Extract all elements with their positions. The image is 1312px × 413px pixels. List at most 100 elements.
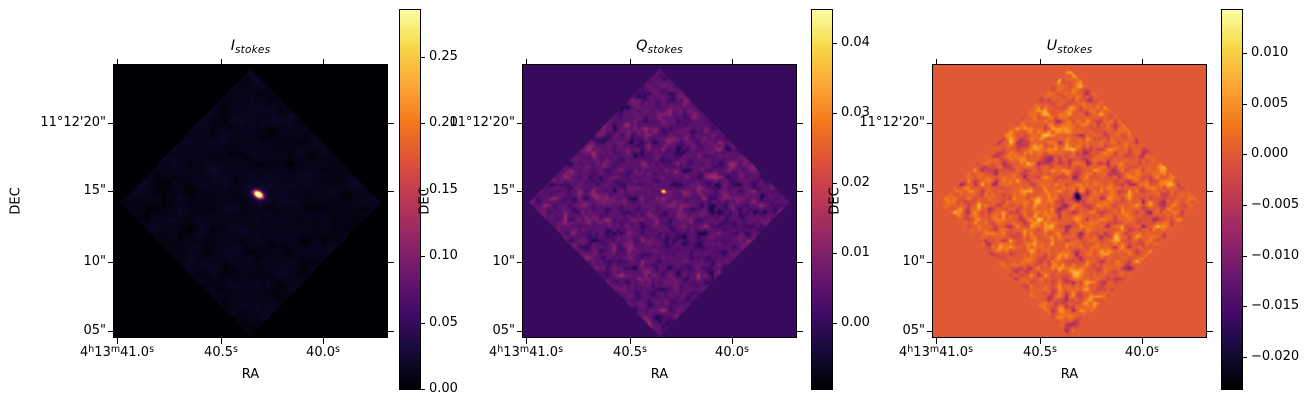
tick-mark bbox=[221, 59, 222, 65]
colorbar-tick-label: 0.03 bbox=[841, 104, 870, 120]
panel-title-main: I bbox=[230, 38, 236, 54]
x-tick-text: 41.0 bbox=[120, 345, 150, 360]
x-tick-text: 41.0 bbox=[939, 345, 969, 360]
tick-mark bbox=[936, 59, 937, 65]
tick-mark bbox=[517, 262, 523, 263]
panel-title: Ustokes bbox=[933, 36, 1206, 56]
tick-mark bbox=[388, 262, 394, 263]
colorbar-tick-mark bbox=[420, 123, 425, 125]
tick-mark bbox=[927, 190, 933, 192]
colorbar-tick-label: −0.020 bbox=[1251, 348, 1300, 364]
x-tick-label: 40.0s bbox=[1097, 344, 1187, 361]
colorbar-tick-label: 0.00 bbox=[841, 315, 870, 331]
colorbar-tick-label: 0.01 bbox=[841, 245, 870, 261]
x-axis-label: RA bbox=[650, 367, 669, 382]
tick-mark bbox=[927, 123, 933, 124]
colorbar-tick-mark bbox=[1242, 154, 1247, 156]
x-tick-text: 40.0 bbox=[1125, 345, 1154, 360]
x-tick-label: 40.0s bbox=[687, 343, 777, 361]
colorbar-tick-mark bbox=[832, 323, 837, 325]
colorbar-tick-mark bbox=[1242, 255, 1247, 257]
tick-mark bbox=[927, 262, 933, 263]
colorbar-tick-mark bbox=[1242, 356, 1247, 358]
y-tick-label: 05" bbox=[492, 323, 515, 338]
tick-mark bbox=[526, 338, 527, 344]
tick-mark bbox=[630, 338, 631, 344]
colorbar-tick-label: −0.010 bbox=[1251, 247, 1300, 263]
tick-mark bbox=[323, 338, 324, 344]
colorbar-tick-label: 0.15 bbox=[429, 181, 458, 197]
tick-mark bbox=[797, 123, 803, 124]
tick-mark bbox=[108, 123, 114, 124]
tick-mark bbox=[1207, 331, 1213, 332]
colorbar-tick-mark bbox=[832, 112, 837, 114]
y-tick-label: 10" bbox=[83, 254, 106, 269]
x-tick-superscript: s bbox=[968, 343, 974, 355]
x-tick-superscript: s bbox=[335, 343, 340, 355]
tick-mark bbox=[108, 262, 114, 263]
colorbar-tick-mark bbox=[420, 56, 425, 58]
colorbar-tick-label: 0.000 bbox=[1251, 146, 1289, 162]
tick-mark bbox=[1207, 262, 1213, 263]
tick-mark bbox=[108, 190, 114, 192]
x-tick-label: 4h13m41.0s bbox=[891, 343, 981, 361]
tick-mark bbox=[388, 190, 394, 192]
tick-mark bbox=[927, 331, 933, 332]
tick-mark bbox=[1040, 338, 1041, 344]
colorbar-tick-label: −0.015 bbox=[1251, 298, 1300, 314]
x-tick-label: 40.5s bbox=[585, 343, 675, 361]
panel-title-subscript: stokes bbox=[647, 44, 683, 56]
x-tick-text: 40.5 bbox=[204, 345, 233, 360]
colorbar-tick-mark bbox=[420, 256, 425, 258]
tick-mark bbox=[388, 123, 394, 124]
y-tick-label: 11°12'20" bbox=[859, 115, 925, 130]
colorbar-tick-mark bbox=[420, 189, 425, 191]
x-tick-superscript: h bbox=[88, 343, 95, 355]
tick-mark bbox=[630, 59, 631, 65]
colorbar-tick-label: 0.10 bbox=[429, 248, 458, 264]
y-tick-label: 11°12'20" bbox=[449, 115, 515, 130]
tick-mark bbox=[517, 123, 523, 124]
colorbar-tick-label: 0.20 bbox=[429, 115, 458, 131]
colorbar-tick-mark bbox=[832, 253, 837, 255]
tick-mark bbox=[108, 331, 114, 332]
y-tick-label: 15" bbox=[492, 182, 515, 198]
tick-mark bbox=[1207, 123, 1213, 124]
y-tick-label: 05" bbox=[83, 323, 106, 338]
colorbar-tick-mark bbox=[832, 42, 837, 44]
x-tick-label: 40.0s bbox=[278, 343, 368, 361]
colorbar-tick-mark bbox=[420, 389, 425, 390]
stokes-image bbox=[932, 64, 1207, 338]
tick-mark bbox=[797, 190, 803, 192]
panel-title-main: Q bbox=[636, 38, 648, 54]
tick-mark bbox=[797, 262, 803, 263]
colorbar-tick-mark bbox=[420, 322, 425, 324]
x-axis-label: RA bbox=[241, 367, 260, 382]
colorbar bbox=[1221, 9, 1243, 390]
x-tick-superscript: h bbox=[497, 343, 504, 355]
colorbar-tick-label: 0.02 bbox=[841, 175, 870, 191]
x-tick-superscript: h bbox=[907, 343, 914, 355]
tick-mark bbox=[517, 190, 523, 192]
y-tick-label: 10" bbox=[902, 254, 925, 269]
x-tick-superscript: m bbox=[110, 343, 121, 355]
x-tick-text: 13 bbox=[94, 345, 111, 360]
panel-title-main: U bbox=[1046, 38, 1058, 54]
colorbar-tick-mark bbox=[1242, 204, 1247, 206]
tick-mark bbox=[117, 338, 118, 344]
tick-mark bbox=[517, 331, 523, 332]
x-tick-superscript: s bbox=[744, 343, 749, 355]
x-tick-text: 4 bbox=[79, 345, 89, 360]
colorbar-tick-label: 0.010 bbox=[1251, 44, 1289, 60]
x-tick-superscript: s bbox=[233, 343, 238, 355]
tick-mark bbox=[797, 331, 803, 332]
x-tick-superscript: s bbox=[642, 343, 647, 355]
tick-mark bbox=[1142, 338, 1143, 344]
panel-title: Istokes bbox=[114, 36, 387, 56]
colorbar bbox=[811, 9, 833, 390]
x-tick-label: 4h13m41.0s bbox=[72, 343, 162, 361]
tick-mark bbox=[221, 338, 222, 344]
colorbar-tick-mark bbox=[832, 183, 837, 185]
y-tick-label: 10" bbox=[492, 254, 515, 269]
